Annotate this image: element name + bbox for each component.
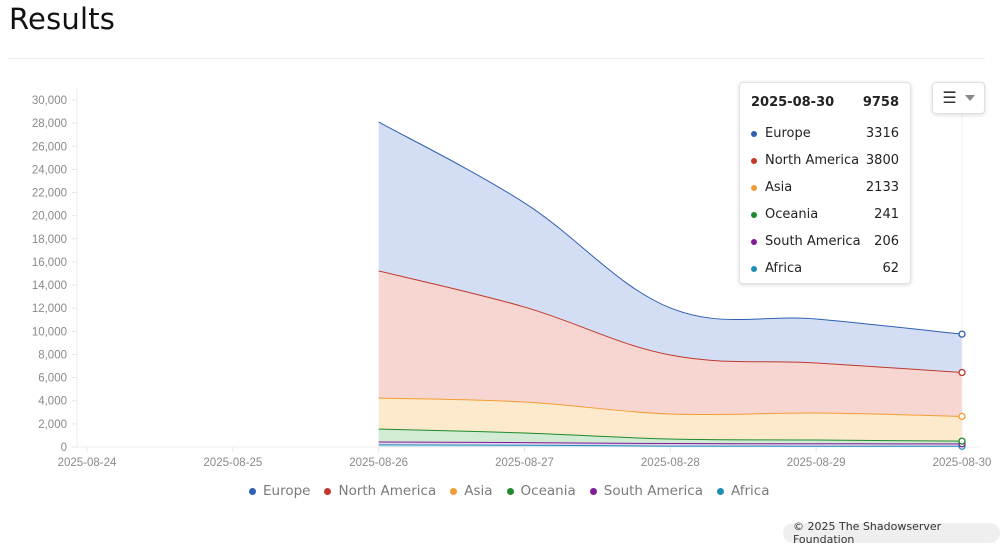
series-dot-icon — [751, 184, 757, 191]
legend-item-oceania[interactable]: Oceania — [506, 483, 576, 499]
y-tick-label: 2,000 — [38, 419, 67, 431]
chart-areas — [378, 121, 963, 447]
page-title: Results — [9, 2, 116, 36]
y-tick-label: 16,000 — [32, 257, 67, 269]
y-tick-label: 18,000 — [32, 234, 67, 246]
hover-markers — [958, 100, 966, 450]
y-tick-label: 8,000 — [38, 349, 67, 361]
x-tick-label: 2025-08-24 — [58, 457, 117, 469]
x-tick-label: 2025-08-28 — [641, 457, 700, 469]
line-europe — [378, 121, 963, 335]
tooltip-series-value: 206 — [874, 234, 899, 249]
legend-label: Europe — [263, 483, 311, 499]
chart-menu-button[interactable]: ☰ — [932, 82, 985, 114]
legend-label: North America — [338, 483, 437, 499]
y-tick-label: 26,000 — [32, 141, 67, 153]
tooltip-row: Europe 3316 — [740, 120, 910, 147]
tooltip-row: South America 206 — [740, 228, 910, 255]
legend-dot-icon — [249, 487, 256, 495]
y-tick-label: 20,000 — [32, 211, 67, 223]
legend-item-europe[interactable]: Europe — [249, 483, 310, 499]
marker-asia — [958, 412, 966, 421]
tooltip-series-value: 241 — [874, 207, 899, 222]
stacked-area-chart[interactable]: 0 2,000 4,000 6,000 8,000 10,000 12,000 14,000 1… — [0, 0, 1000, 480]
legend-dot-icon — [716, 487, 724, 495]
marker-oceania — [958, 437, 966, 445]
legend-item-north-america[interactable]: North America — [324, 483, 436, 499]
tooltip-total: 9758 — [862, 95, 899, 110]
series-dot-icon — [751, 238, 757, 245]
tooltip-rows: Europe 3316 North America 3800 Asia 2133… — [740, 115, 910, 282]
legend-label: Africa — [730, 483, 770, 499]
hamburger-icon: ☰ — [942, 88, 957, 107]
legend-dot-icon — [589, 487, 597, 495]
tooltip-date: 2025-08-30 — [751, 95, 835, 110]
series-dot-icon — [751, 211, 757, 218]
tooltip-row: North America 3800 — [740, 147, 910, 174]
tooltip-row: Africa 62 — [740, 255, 910, 282]
tooltip-series-value: 62 — [882, 261, 899, 276]
line-north-america — [378, 270, 963, 373]
chart-legend: Europe North America Asia Oceania South … — [249, 483, 769, 499]
tooltip-header: 2025-08-30 9758 — [740, 83, 910, 115]
x-tick-label: 2025-08-27 — [495, 457, 554, 469]
legend-label: Asia — [464, 483, 493, 499]
x-tick-label: 2025-08-30 — [933, 457, 992, 469]
series-dot-icon — [751, 157, 757, 164]
tooltip-series-name: Oceania — [765, 207, 819, 222]
tooltip-series-value: 3800 — [865, 153, 899, 168]
y-axis: 0 2,000 4,000 6,000 8,000 10,000 12,000 14,000 1… — [32, 88, 78, 454]
tooltip-series-name: Africa — [765, 261, 803, 276]
y-tick-label: 22,000 — [32, 188, 67, 200]
x-tick-label: 2025-08-25 — [203, 457, 262, 469]
header-divider — [8, 58, 985, 59]
x-tick-label: 2025-08-29 — [787, 457, 846, 469]
legend-label: Oceania — [520, 483, 576, 499]
tooltip-series-value: 3316 — [865, 126, 899, 141]
y-tick-label: 6,000 — [38, 373, 67, 385]
series-dot-icon — [751, 130, 757, 137]
line-south-america — [378, 441, 963, 445]
tooltip-series-name: South America — [765, 234, 861, 249]
marker-north-america — [958, 368, 966, 377]
chart-tooltip: 2025-08-30 9758 Europe 3316 North Americ… — [739, 82, 911, 284]
x-tick-label: 2025-08-26 — [349, 457, 408, 469]
y-tick-label: 28,000 — [32, 118, 67, 130]
y-tick-label: 24,000 — [32, 164, 67, 176]
area-europe — [378, 121, 963, 373]
line-asia — [378, 397, 963, 417]
line-oceania — [378, 428, 963, 442]
y-tick-label: 30,000 — [32, 95, 67, 107]
legend-item-africa[interactable]: Africa — [716, 483, 770, 499]
legend-dot-icon — [506, 487, 514, 495]
tooltip-series-name: Asia — [765, 180, 793, 195]
legend-label: South America — [603, 483, 703, 499]
y-tick-label: 12,000 — [32, 303, 67, 315]
legend-dot-icon — [450, 487, 458, 495]
legend-dot-icon — [324, 487, 332, 495]
line-africa — [378, 444, 963, 447]
tooltip-series-value: 2133 — [865, 180, 899, 195]
y-tick-label: 4,000 — [38, 396, 67, 408]
tooltip-series-name: Europe — [765, 126, 811, 141]
x-axis: 2025-08-24 2025-08-25 2025-08-26 2025-08-27… — [58, 446, 992, 469]
copyright-footer: © 2025 The Shadowserver Foundation — [783, 520, 1000, 546]
tooltip-row: Oceania 241 — [740, 201, 910, 228]
area-asia — [378, 398, 963, 442]
caret-down-icon — [964, 95, 975, 101]
series-dot-icon — [751, 265, 757, 272]
y-tick-label: 14,000 — [32, 280, 67, 292]
legend-item-asia[interactable]: Asia — [450, 483, 493, 499]
y-tick-label: 10,000 — [32, 326, 67, 338]
legend-item-south-america[interactable]: South America — [589, 483, 703, 499]
tooltip-series-name: North America — [765, 153, 860, 168]
marker-europe — [958, 330, 966, 338]
y-tick-label: 0 — [61, 442, 67, 454]
tooltip-row: Asia 2133 — [740, 174, 910, 201]
